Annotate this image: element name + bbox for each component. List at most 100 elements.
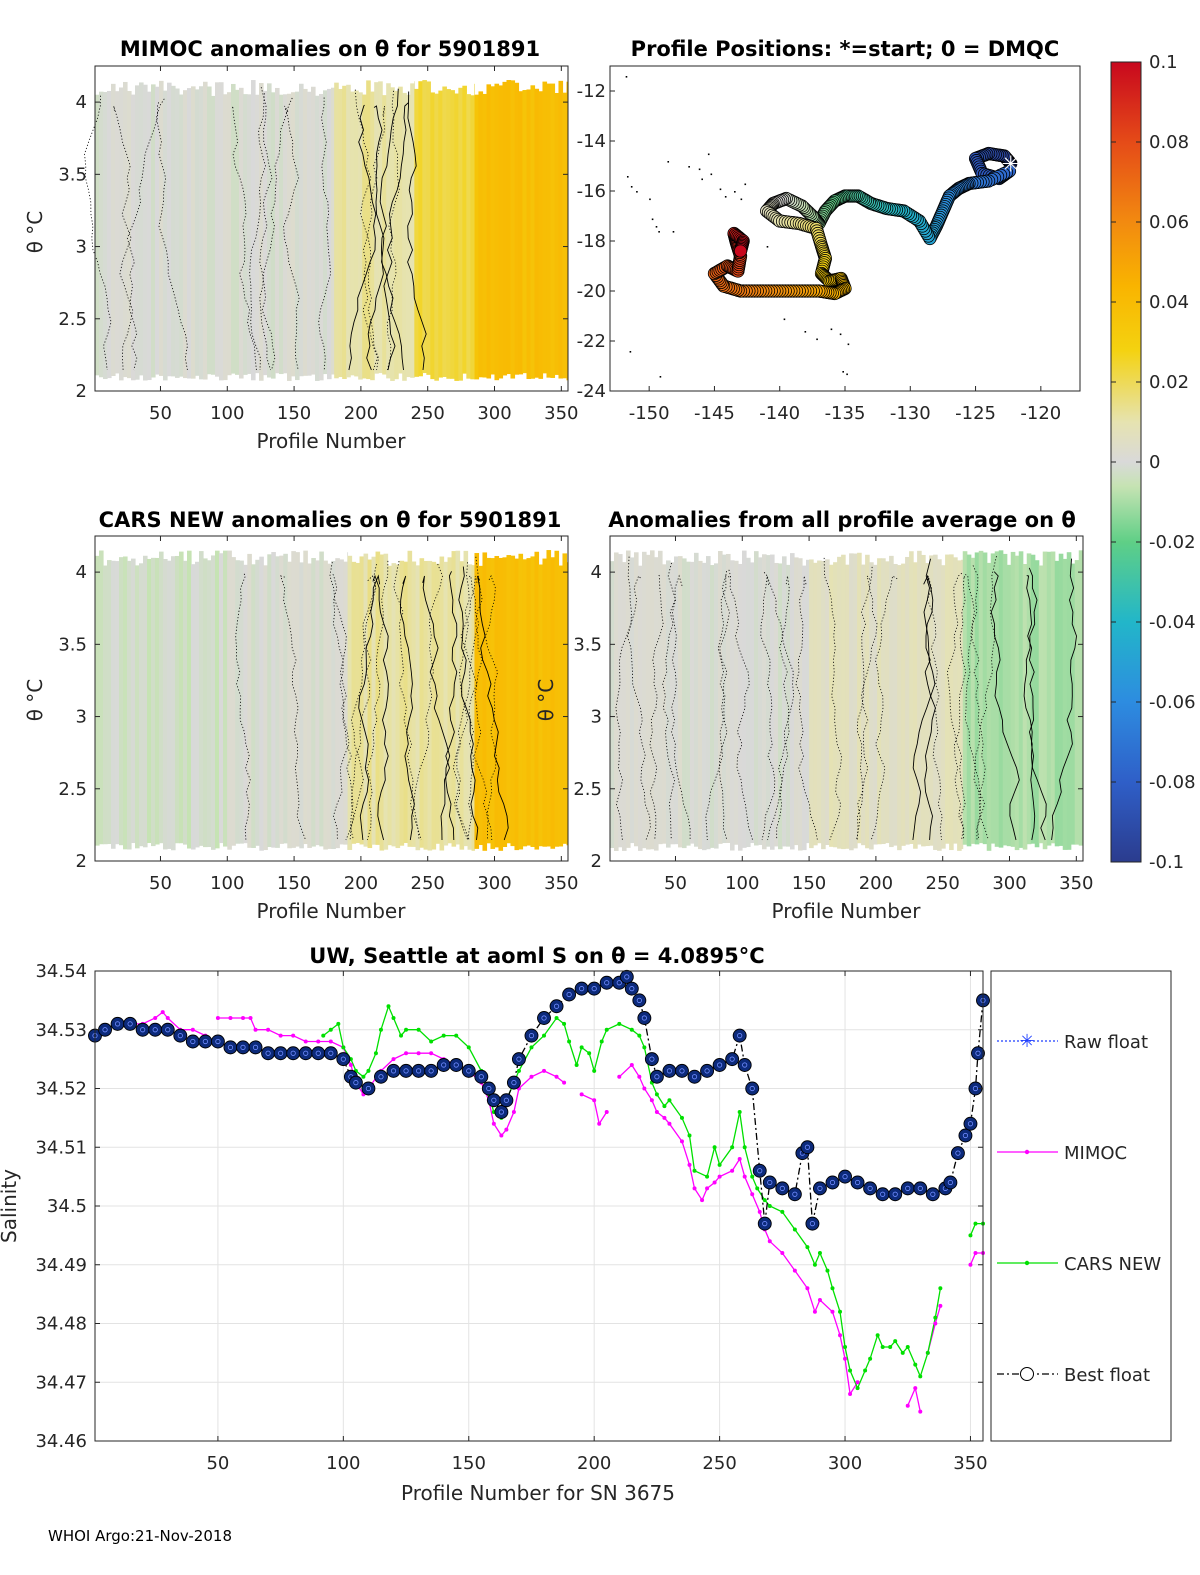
x-tick-label: 250 — [702, 1453, 736, 1474]
heatmap-cell — [99, 550, 104, 845]
series-line-mimoc — [94, 1011, 983, 1412]
best-float-marker — [619, 969, 634, 984]
y-tick-label: 3 — [76, 707, 87, 728]
best-float-marker — [812, 1181, 827, 1196]
raw-float-marker — [975, 1050, 981, 1056]
series-point-cars-new — [900, 1350, 905, 1355]
y-tick-label: -14 — [577, 131, 606, 152]
best-float-marker — [958, 1128, 973, 1143]
raw-float-marker — [955, 1150, 961, 1156]
heatmap-cell — [259, 556, 264, 851]
heatmap-cell — [183, 90, 188, 379]
raw-float-star-icon: ✳ — [1019, 1031, 1034, 1052]
series-point-mimoc — [554, 1074, 559, 1079]
x-tick-label: -145 — [694, 403, 735, 424]
heatmap-cell — [794, 557, 799, 846]
series-point-mimoc — [190, 1027, 195, 1032]
heatmap-cell — [191, 564, 196, 850]
y-tick-label: 2.5 — [58, 779, 87, 800]
allavg-heatmap-bands — [610, 550, 1084, 851]
best-float-marker — [486, 1093, 501, 1108]
x-tick-label: 300 — [477, 873, 511, 894]
heatmap-cell — [295, 91, 300, 381]
heatmap-cell — [974, 552, 980, 845]
legend-label-cars: CARS NEW — [1064, 1254, 1161, 1275]
best-float-marker — [286, 1046, 301, 1061]
bathy-dot — [816, 338, 818, 341]
colorbar-tick-label: 0.02 — [1149, 372, 1189, 393]
series-point-cars-new — [893, 1339, 898, 1344]
raw-float-marker — [102, 1027, 108, 1033]
heatmap-cell — [463, 550, 469, 847]
heatmap-cell — [179, 551, 184, 844]
bathy-dot — [724, 196, 727, 198]
contour-line — [1023, 567, 1038, 841]
heatmap-cell — [279, 555, 284, 844]
legend-label-best: Best float — [1064, 1365, 1150, 1386]
y-tick-label: 34.52 — [35, 1079, 87, 1100]
heatmap-cell — [143, 84, 148, 381]
heatmap-cell — [510, 555, 516, 847]
series-point-cars-new — [373, 1051, 378, 1056]
best-float-marker — [700, 1063, 715, 1078]
best-float-marker — [888, 1187, 903, 1202]
best-float-marker — [185, 1034, 200, 1049]
raw-float-marker — [817, 1185, 823, 1191]
bathy-dot — [625, 76, 628, 78]
contour-line — [235, 573, 251, 841]
best-float-marker — [971, 1046, 985, 1061]
series-point-cars-new — [855, 1386, 860, 1391]
y-tick-label: 34.48 — [35, 1314, 87, 1335]
series-point-mimoc — [597, 1121, 602, 1126]
series-point-mimoc — [767, 1239, 772, 1244]
raw-float-marker — [152, 1027, 158, 1033]
best-float-marker — [838, 1169, 852, 1184]
heatmap-cell — [383, 553, 389, 850]
bathy-dot — [710, 173, 713, 176]
series-point-cars-new — [762, 1198, 767, 1203]
heatmap-cell — [107, 90, 112, 379]
series-point-mimoc — [562, 1080, 567, 1085]
heatmap-cell — [207, 86, 212, 375]
x-tick-label: 250 — [926, 873, 960, 894]
heatmap-cell — [243, 564, 248, 844]
heatmap-cell — [95, 555, 100, 846]
bathy-dot — [740, 198, 743, 201]
raw-float-marker — [202, 1038, 208, 1045]
series-point-mimoc — [499, 1133, 504, 1138]
bathy-dot — [719, 188, 722, 191]
series-point-mimoc — [637, 1074, 642, 1079]
series-point-mimoc — [253, 1027, 258, 1032]
series-point-mimoc — [278, 1033, 283, 1038]
contour-line — [345, 575, 377, 841]
heatmap-cell — [550, 83, 556, 378]
heatmap-cell — [901, 563, 906, 846]
x-tick-label: 300 — [992, 873, 1026, 894]
heatmap-cell — [658, 550, 663, 845]
colorbar-tick-label: 0.04 — [1149, 292, 1189, 313]
series-point-cars-new — [825, 1268, 830, 1273]
heatmap-cell — [686, 561, 691, 846]
heatmap-cell — [634, 552, 639, 847]
contour-line — [413, 563, 443, 841]
series-point-cars-new — [817, 1251, 822, 1255]
series-point-cars-new — [391, 1016, 396, 1020]
salinity-y-label: Salinity — [0, 1169, 21, 1243]
raw-float-marker — [930, 1191, 936, 1197]
best-float-marker — [825, 1175, 840, 1190]
series-point-mimoc — [780, 1251, 785, 1255]
heatmap-cell — [451, 551, 457, 847]
heatmap-cell — [774, 562, 779, 847]
cars-contour-lines — [235, 556, 509, 841]
best-float-marker — [752, 1163, 767, 1178]
cars-x-ticks: 50 100 150 200 250 300 350 — [149, 536, 578, 894]
x-tick-label: 350 — [544, 403, 578, 424]
heatmap-cell — [447, 557, 453, 844]
heatmap-cell — [522, 559, 528, 847]
colorbar-tick-label: -0.02 — [1149, 532, 1196, 553]
x-tick-label: 200 — [577, 1453, 611, 1474]
raw-float-marker — [854, 1179, 861, 1186]
heatmap-cell — [506, 555, 512, 844]
raw-float-marker — [591, 986, 597, 992]
